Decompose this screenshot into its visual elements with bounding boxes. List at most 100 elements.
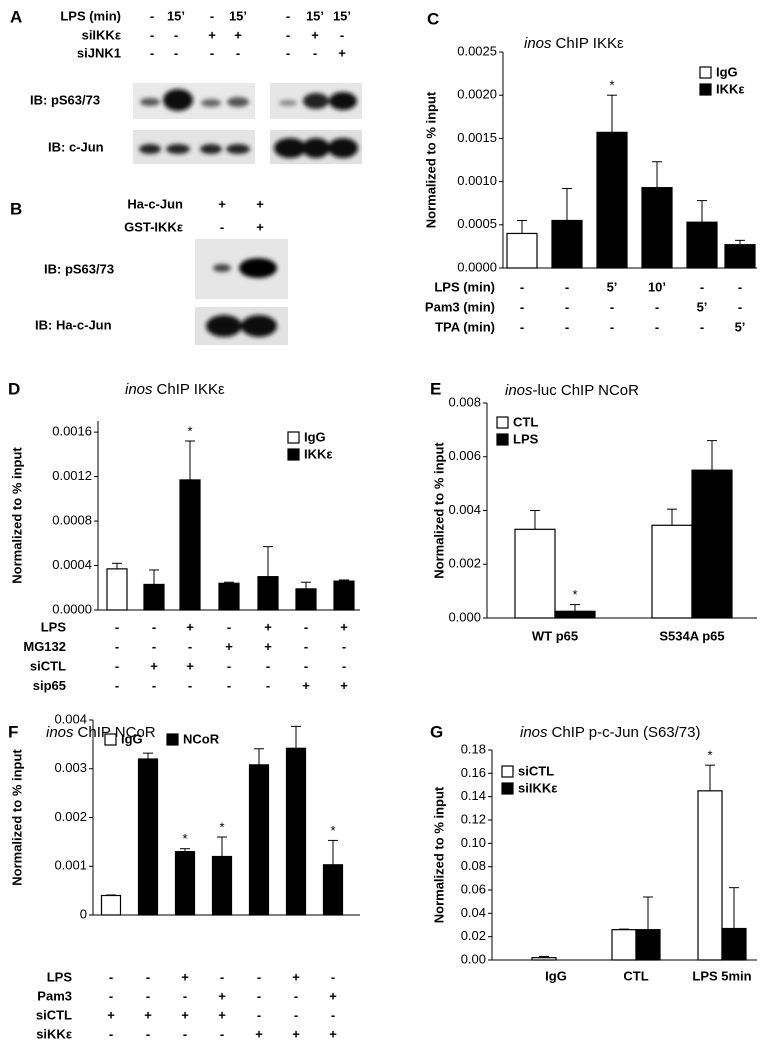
legend-label: IgG <box>121 731 143 746</box>
legend-swatch <box>287 431 300 444</box>
condition-value: + <box>340 619 348 634</box>
lane-mark: 15’ <box>306 8 324 23</box>
legend-swatch <box>501 765 514 778</box>
y-tick-label: 0.001 <box>54 858 87 873</box>
condition-label: siCTL <box>30 658 66 673</box>
bar <box>257 576 279 611</box>
condition-value: - <box>304 619 308 634</box>
condition-value: - <box>655 319 659 334</box>
legend-label: IgG <box>304 429 326 444</box>
y-tick-label: 0.0016 <box>52 424 92 439</box>
y-tick-label: 0.04 <box>461 905 486 920</box>
lane-mark: - <box>210 45 214 60</box>
bar <box>100 894 122 916</box>
y-tick-label: 0.0008 <box>52 512 92 527</box>
condition-value: - <box>331 969 335 984</box>
condition-label: LPS <box>47 969 73 984</box>
y-tick-label: 0.0004 <box>52 557 92 572</box>
bar <box>248 764 270 916</box>
y-tick-label: 0.08 <box>461 858 486 873</box>
condition-value: 5’ <box>607 279 618 294</box>
condition-value: - <box>266 678 270 693</box>
condition-value: + <box>292 1026 300 1041</box>
condition-value: - <box>266 658 270 673</box>
lane-mark: - <box>150 45 154 60</box>
condition-value: + <box>292 969 300 984</box>
y-tick-label: 0.12 <box>461 811 486 826</box>
title-text: -luc ChIP NCoR <box>533 382 640 399</box>
condition-value: + <box>186 619 194 634</box>
condition-value: - <box>331 1007 335 1022</box>
title-text: ChIP IKKε <box>556 35 624 52</box>
title-italic: inos <box>125 381 153 398</box>
blot-images-a <box>133 83 362 164</box>
bar <box>651 524 693 619</box>
y-tick-label: 0.003 <box>54 760 87 775</box>
bar <box>143 583 165 611</box>
condition-value: - <box>152 639 156 654</box>
row-label: siIKKε <box>82 27 121 42</box>
condition-value: - <box>188 639 192 654</box>
condition-value: - <box>700 279 704 294</box>
significance-mark: * <box>182 831 187 846</box>
condition-label: sip65 <box>33 678 66 693</box>
row-label: LPS (min) <box>60 8 121 23</box>
panel-label: E <box>430 379 441 398</box>
condition-value: - <box>610 299 614 314</box>
condition-value: - <box>152 619 156 634</box>
lane-mark: 15’ <box>167 8 185 23</box>
row-label: GST-IKKε <box>124 219 183 234</box>
y-tick-label: 0.004 <box>448 502 481 517</box>
condition-value: - <box>700 319 704 334</box>
title-text: ChIP NCoR <box>78 724 156 741</box>
chart-title: inos ChIP p-c-Jun (S63/73) <box>520 724 701 741</box>
bar <box>724 244 756 269</box>
y-tick-label: 0.0025 <box>457 43 497 58</box>
condition-value: - <box>146 969 150 984</box>
condition-value: - <box>257 969 261 984</box>
condition-value: - <box>294 988 298 1003</box>
lane-mark: - <box>340 27 344 42</box>
panel-label: F <box>8 722 18 741</box>
condition-value: + <box>218 1007 226 1022</box>
legend-label: IgG <box>716 64 738 79</box>
condition-value: - <box>115 619 119 634</box>
bar <box>506 232 538 269</box>
significance-mark: * <box>572 587 577 602</box>
legend-label: IKKε <box>304 446 333 461</box>
lane-mark: + <box>256 196 264 211</box>
legend-swatch <box>166 733 179 746</box>
condition-value: - <box>520 319 524 334</box>
legend-swatch <box>501 782 514 795</box>
bar <box>514 528 556 619</box>
condition-value: + <box>329 1026 337 1041</box>
lane-mark: - <box>220 219 224 234</box>
title-italic: inos <box>46 724 74 741</box>
condition-value: - <box>304 658 308 673</box>
bar <box>641 187 673 269</box>
y-tick-label: 0.000 <box>448 609 481 624</box>
x-tick-label: WT p65 <box>532 628 578 643</box>
y-tick-label: 0.002 <box>54 809 87 824</box>
condition-value: - <box>738 299 742 314</box>
y-tick-label: 0.06 <box>461 881 486 896</box>
title-italic: inos <box>520 724 548 741</box>
row-label: Ha-c-Jun <box>127 196 183 211</box>
bar <box>322 864 344 916</box>
condition-value: - <box>738 279 742 294</box>
lane-mark: - <box>286 27 290 42</box>
condition-label: siCTL <box>36 1007 72 1022</box>
significance-mark: * <box>187 423 192 438</box>
bar <box>137 758 159 916</box>
condition-value: + <box>255 1026 263 1041</box>
legend-swatch <box>287 448 300 461</box>
bar <box>218 582 240 611</box>
y-tick-label: 0.004 <box>54 711 87 726</box>
condition-value: - <box>227 619 231 634</box>
lane-mark: + <box>311 27 319 42</box>
y-tick-label: 0.18 <box>461 741 486 756</box>
legend-swatch <box>496 433 509 446</box>
legend-label: LPS <box>513 431 539 446</box>
title-text: ChIP IKKε <box>157 381 225 398</box>
